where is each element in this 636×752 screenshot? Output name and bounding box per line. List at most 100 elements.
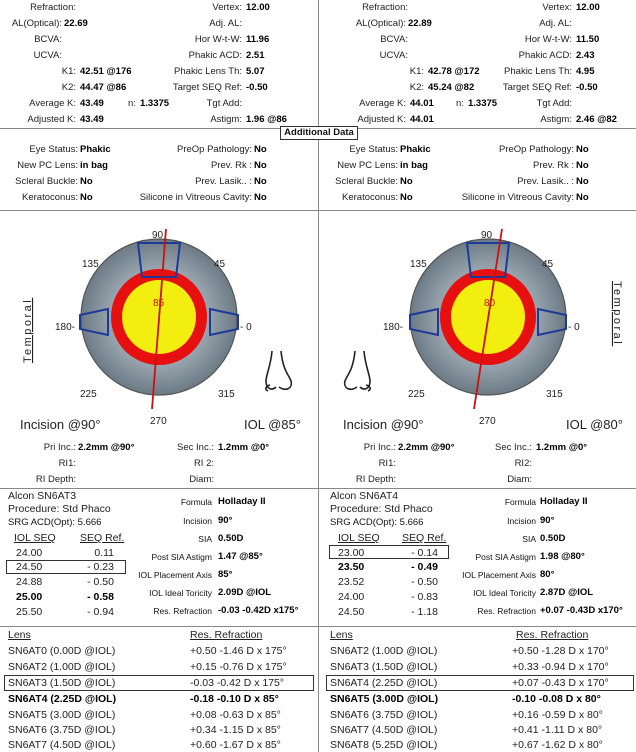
ri-depth-label: RI Depth:	[355, 474, 396, 485]
lens-res-refraction: +0.50 -1.28 D x 170°	[512, 645, 609, 657]
lens-thickness-value: 4.95	[576, 66, 595, 77]
sia-value: 0.50D	[218, 533, 244, 544]
diam-label: Diam:	[189, 474, 214, 485]
k1-value: 42.51 @176	[80, 66, 132, 77]
prev-rk-label: Prev. Rk :	[533, 160, 574, 171]
pc-lens-value: in bag	[400, 160, 428, 171]
astigm-label: Astigm:	[540, 114, 572, 125]
angle-180-label: 180-	[55, 322, 75, 333]
seq-ref-value: - 0.94	[87, 606, 114, 618]
incision-marker-180	[409, 307, 439, 337]
iol-axis-line	[473, 228, 503, 410]
formula-value: Holladay II	[540, 496, 588, 507]
bcva-label: BCVA:	[380, 34, 408, 45]
lens-res-refraction: +0.34 -1.15 D x 85°	[190, 724, 281, 736]
prev-lasik-label: Prev. Lasik.. :	[195, 176, 252, 187]
pri-inc-value: 2.2mm @90°	[398, 442, 455, 453]
res-refraction-header: Res. Refraction	[516, 629, 589, 641]
hwtw-label: Hor W-t-W:	[194, 34, 242, 45]
iol-model: Alcon SN6AT3	[8, 490, 77, 502]
selected-lens-box	[4, 675, 314, 691]
seq-ref-value: - 0.14	[411, 547, 438, 559]
lens-res-refraction: +0.08 -0.63 D x 85°	[190, 709, 281, 721]
prev-lasik-value: No	[576, 176, 589, 187]
lens-res-refraction: +0.67 -1.62 D x 80°	[512, 739, 603, 751]
sia-label: SIA	[198, 534, 212, 544]
incision-value: 90°	[218, 515, 233, 526]
eye-diagram-right: 90 45 135 180- - 0 225 315 270 80 Tempor…	[343, 228, 623, 427]
lens-res-refraction: -0.18 -0.10 D x 85°	[190, 693, 279, 705]
eye-status-value: Phakic	[80, 144, 111, 155]
placement-axis-label: IOL Placement Axis	[138, 570, 212, 580]
ucva-label: UCVA:	[33, 50, 62, 61]
seq-ref-value: 0.11	[94, 547, 114, 559]
iol-model: Alcon SN6AT4	[330, 490, 399, 502]
angle-180-label: 180-	[383, 322, 403, 333]
acd-label: Phakic ACD:	[188, 50, 242, 61]
seq-ref-value: - 1.18	[411, 606, 438, 618]
pc-lens-label: New PC Lens:	[337, 160, 398, 171]
average-k-label: Average K:	[359, 98, 406, 109]
lens-name: SN6AT7 (4.50D @IOL)	[8, 739, 116, 751]
iol-seq-value: 23.50	[338, 561, 365, 573]
adjusted-k-value: 43.49	[80, 114, 104, 125]
pc-lens-label: New PC Lens:	[17, 160, 78, 171]
lens-header: Lens	[8, 629, 31, 641]
seq-ref-header: SEQ Ref.	[80, 532, 125, 544]
iol-axis-title: IOL @80°	[566, 417, 623, 432]
iol-seq-value: 23.00	[338, 547, 365, 559]
lens-name: SN6AT2 (1.00D @IOL)	[330, 645, 438, 657]
lens-name: SN6AT7 (4.50D @IOL)	[330, 724, 438, 736]
ideal-toricity-label: IOL Ideal Toricity	[149, 588, 212, 598]
hwtw-label: Hor W-t-W:	[524, 34, 572, 45]
sec-inc-label: Sec Inc.:	[177, 442, 214, 453]
lens-name: SN6AT5 (3.00D @IOL)	[330, 693, 439, 705]
ri-depth-label: RI Depth:	[35, 474, 76, 485]
seq-ref-value: - 0.23	[87, 561, 114, 573]
preop-label: PreOp Pathology:	[499, 144, 574, 155]
angle-135-label: 135	[82, 259, 99, 270]
incision-marker-0	[209, 307, 239, 337]
res-refraction-label: Res. Refraction	[153, 606, 212, 616]
adj-al-label: Adj. AL:	[539, 18, 572, 29]
eye-status-label: Eye Status:	[349, 144, 398, 155]
iol-seq-value: 24.50	[338, 606, 365, 618]
scleral-buckle-value: No	[400, 176, 413, 187]
angle-45-label: 45	[214, 259, 226, 270]
post-sia-label: Post SIA Astigm	[475, 552, 536, 562]
temporal-label: Temporal	[611, 281, 623, 346]
incision-label: Incision	[507, 516, 536, 526]
k2-label: K2:	[409, 82, 424, 93]
k1-label: K1:	[409, 66, 424, 77]
temporal-label: Temporal	[22, 298, 34, 363]
lens-thickness-label: Phakic Lens Th:	[504, 66, 572, 77]
k1-value: 42.78 @172	[428, 66, 480, 77]
iol-axis-value: 80	[484, 298, 496, 309]
iol-seq-value: 23.52	[338, 576, 365, 588]
res-refraction-label: Res. Refraction	[477, 606, 536, 616]
silicone-label: Silicone in Vitreous Cavity:	[139, 192, 252, 203]
formula-label: Formula	[180, 497, 212, 507]
primary-incision-marker	[465, 242, 511, 278]
prev-lasik-value: No	[254, 176, 267, 187]
seq-ref-value: - 0.50	[87, 576, 114, 588]
formula-label: Formula	[504, 497, 536, 507]
lens-name: SN6AT2 (1.00D @IOL)	[8, 661, 116, 673]
incision-marker-180	[79, 307, 109, 337]
placement-axis-value: 80°	[540, 569, 555, 580]
keratoconus-value: No	[80, 192, 93, 203]
ri2-label: RI2:	[514, 458, 532, 469]
lens-name: SN6AT0 (0.00D @IOL)	[8, 645, 116, 657]
eye-status-label: Eye Status:	[29, 144, 78, 155]
prev-lasik-label: Prev. Lasik.. :	[517, 176, 574, 187]
lens-res-refraction: +0.16 -0.59 D x 80°	[512, 709, 603, 721]
iol-seq-value: 24.88	[16, 576, 43, 588]
adj-al-label: Adj. AL:	[209, 18, 242, 29]
lens-name: SN6AT8 (5.25D @IOL)	[330, 739, 438, 751]
ri2-label: RI 2:	[193, 458, 214, 469]
astigm-value: 1.96 @86	[246, 114, 287, 125]
tgt-add-label: Tgt Add:	[206, 98, 242, 109]
tgt-add-label: Tgt Add:	[536, 98, 572, 109]
eye-diagrams: 90 45 135 180- - 0 225 315 270 85 Tempor…	[22, 228, 623, 427]
iol-seq-header: IOL SEQ	[14, 532, 56, 544]
